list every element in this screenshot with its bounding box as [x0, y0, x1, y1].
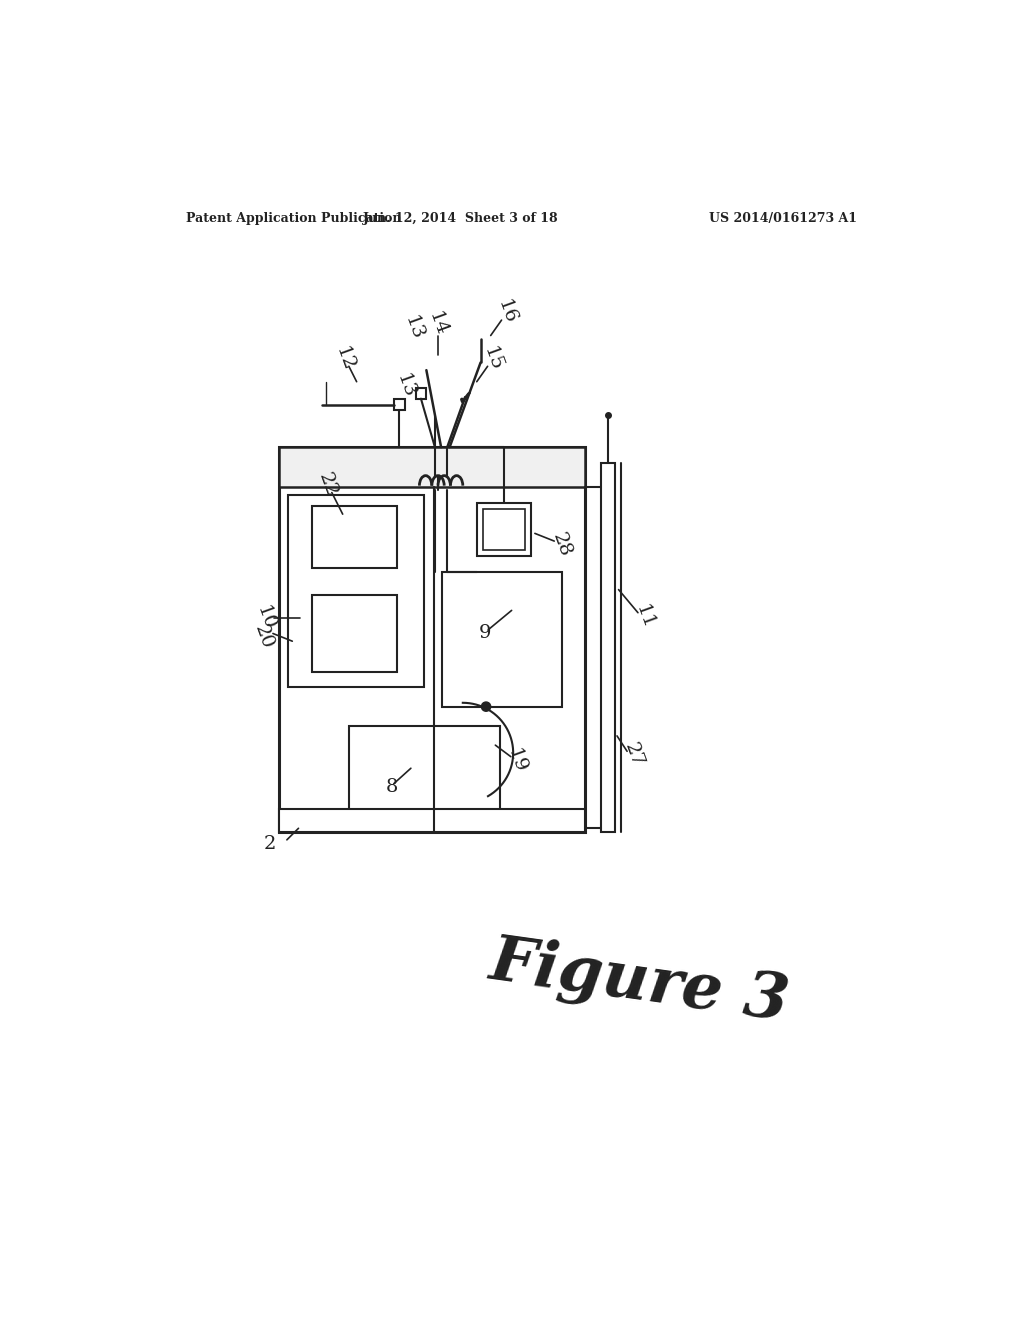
Bar: [477, 503, 531, 557]
Text: 11: 11: [632, 602, 656, 631]
Text: 8: 8: [385, 779, 397, 796]
Text: 20: 20: [251, 623, 276, 652]
Bar: [280, 809, 586, 832]
Text: 9: 9: [478, 624, 490, 643]
Text: 22: 22: [314, 470, 340, 499]
Circle shape: [481, 702, 490, 711]
Text: 13: 13: [400, 313, 426, 343]
Text: 19: 19: [505, 746, 529, 775]
Text: Figure 3: Figure 3: [485, 931, 794, 1034]
Text: Patent Application Publication: Patent Application Publication: [186, 213, 401, 224]
Bar: [280, 447, 586, 487]
Text: 16: 16: [494, 298, 519, 327]
Text: 12: 12: [333, 345, 357, 374]
Text: 10: 10: [253, 603, 278, 632]
Text: US 2014/0161273 A1: US 2014/0161273 A1: [710, 213, 857, 224]
Bar: [280, 447, 586, 832]
Bar: [601, 462, 614, 832]
Text: Jun. 12, 2014  Sheet 3 of 18: Jun. 12, 2014 Sheet 3 of 18: [364, 213, 559, 224]
Text: 14: 14: [425, 309, 451, 339]
Bar: [311, 595, 397, 672]
Bar: [289, 495, 424, 688]
Text: 28: 28: [549, 531, 574, 560]
Bar: [349, 726, 500, 818]
Bar: [442, 572, 562, 706]
Bar: [416, 388, 426, 399]
Bar: [483, 508, 524, 550]
Text: 15: 15: [479, 345, 505, 374]
Text: 27: 27: [622, 741, 647, 770]
Text: 2: 2: [263, 834, 276, 853]
Bar: [394, 400, 404, 411]
Bar: [311, 507, 397, 568]
Text: 13: 13: [393, 371, 418, 400]
